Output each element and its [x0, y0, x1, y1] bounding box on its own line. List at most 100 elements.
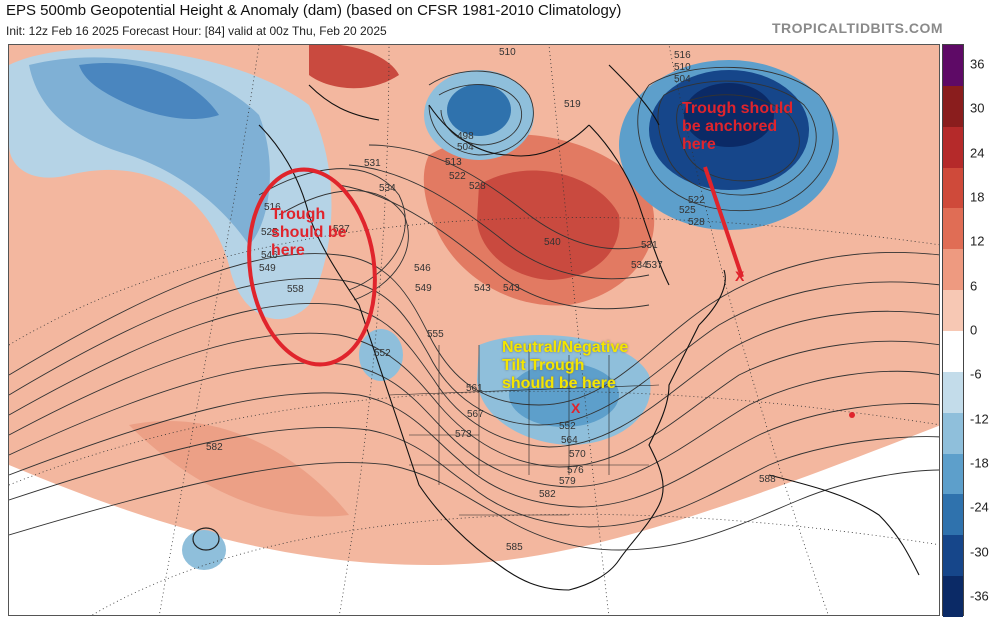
contour-label: 567 [467, 409, 484, 420]
graticule [9, 45, 939, 615]
colorbar-ticks: 36 30 24 18 12 6 0 -6 -12 -18 -24 -30 -36 [966, 44, 997, 616]
colorbar-tick-label: 12 [970, 233, 985, 249]
contour-label: 528 [469, 181, 486, 192]
atlantic-trough-line-3: here [682, 136, 716, 153]
red-dot [849, 412, 855, 418]
height-contours [9, 66, 939, 551]
colorbar-tick-label: -36 [970, 588, 989, 604]
contour-label: 588 [759, 474, 776, 485]
cold-anomaly-nw-deep [79, 63, 219, 120]
colorbar-segment [943, 331, 963, 373]
contour-label: 513 [445, 157, 462, 168]
contour-label: 528 [688, 217, 705, 228]
contour-label: 579 [559, 476, 576, 487]
borders [388, 345, 660, 516]
warm-anomaly-arctic [309, 45, 399, 89]
colorbar-segment [943, 371, 963, 414]
west-trough-annotation: Trough should be here [271, 206, 347, 260]
cold-anomaly-east-us-core [509, 363, 619, 427]
colorbar-tick-label: 18 [970, 189, 985, 205]
warm-patch-sw [129, 421, 349, 517]
contour-label: 534 [631, 260, 648, 271]
contour-label: 516 [674, 50, 691, 61]
colorbar-segment [943, 453, 963, 495]
east-trough-marker: X [571, 400, 581, 416]
contour-label: 543 [503, 283, 520, 294]
contour-label: 582 [206, 442, 223, 453]
contour-labels: 510 519 498 504 513 522 528 531 534 537 … [206, 47, 776, 553]
contour-label: 525 [261, 227, 278, 238]
contour-label: 531 [641, 240, 658, 251]
colorbar-segment [943, 290, 963, 332]
contour-label: 498 [457, 131, 474, 142]
west-trough-line-3: here [271, 242, 305, 259]
colorbar-segment [943, 167, 963, 209]
contour-label: 582 [539, 489, 556, 500]
atlantic-trough-line-1: Trough should [682, 100, 794, 117]
colorbar-tick-label: -12 [970, 411, 989, 427]
contour-label: 564 [561, 435, 578, 446]
contour-label: 561 [466, 383, 483, 394]
colorbar-tick-label: 0 [970, 322, 978, 338]
west-trough-line-1: Trough [271, 206, 326, 223]
colorbar-tick-label: 6 [970, 278, 978, 294]
colorbar-segment [943, 85, 963, 128]
contour-label: 516 [264, 202, 281, 213]
colorbar-tick-label: -30 [970, 544, 989, 560]
contour-label: 543 [474, 283, 491, 294]
east-trough-annotation: Neutral/Negative Tilt Trough should be h… [502, 339, 628, 393]
cold-anomaly-baffin-core [447, 84, 511, 136]
coastlines [258, 64, 920, 591]
contour-label: 552 [559, 421, 576, 432]
contour-label: 573 [455, 429, 472, 440]
colorbar-tick-label: 30 [970, 100, 985, 116]
contour-label: 534 [379, 183, 396, 194]
colorbar-tick-label: -24 [970, 499, 989, 515]
atlantic-trough-annotation: Trough should be anchored here [682, 100, 793, 154]
cold-anomaly-west-coast [359, 329, 403, 381]
colorbar-tick-label: 36 [970, 56, 985, 72]
contour-label: 531 [364, 158, 381, 169]
colorbar-segment [943, 208, 963, 250]
colorbar-segment [943, 45, 963, 87]
east-trough-line-3: should be here [502, 375, 616, 392]
atlantic-trough-line-2: be anchored [682, 118, 778, 135]
west-trough-line-2: should be [271, 224, 347, 241]
contour-label: 558 [287, 284, 304, 295]
contour-label: 510 [499, 47, 516, 58]
contour-label: 537 [333, 224, 350, 235]
contour-label: 549 [259, 263, 276, 274]
colorbar-segment [943, 126, 963, 169]
pacific-low-contour [192, 527, 220, 551]
contour-label: 540 [544, 237, 561, 248]
west-trough-oval [247, 167, 377, 367]
east-trough-line-1: Neutral/Negative [502, 339, 629, 356]
east-trough-line-2: Tilt Trough [502, 357, 585, 374]
anomaly-map: 510 519 498 504 513 522 528 531 534 537 … [9, 45, 939, 615]
contour-label: 504 [674, 74, 691, 85]
map-panel: 510 519 498 504 513 522 528 531 534 537 … [8, 44, 940, 616]
contour-label: 522 [688, 195, 705, 206]
atlantic-trough-marker: X [735, 268, 745, 284]
contour-label: 522 [449, 171, 466, 182]
colorbar-segment [943, 412, 963, 455]
contour-label: 525 [679, 205, 696, 216]
atlantic-trough-line [703, 166, 744, 278]
colorbar-segment [943, 535, 963, 577]
colorbar-segment [943, 249, 963, 291]
neutral-south [9, 425, 939, 615]
chart-title: EPS 500mb Geopotential Height & Anomaly … [6, 2, 622, 19]
contour-label: 546 [261, 250, 278, 261]
contour-label: 555 [427, 329, 444, 340]
contour-label: 552 [374, 348, 391, 359]
colorbar-tick-label: 24 [970, 145, 985, 161]
contour-label: 510 [674, 62, 691, 73]
warm-anomaly-canada-core [477, 170, 620, 280]
cold-anomaly-atlantic-deep [684, 83, 774, 147]
colorbar-segment [943, 576, 963, 618]
contour-label: 585 [506, 542, 523, 553]
contour-label: 504 [457, 142, 474, 153]
brand-watermark: TROPICALTIDBITS.COM [771, 20, 943, 36]
contour-label: 546 [414, 263, 431, 274]
colorbar [942, 44, 964, 618]
